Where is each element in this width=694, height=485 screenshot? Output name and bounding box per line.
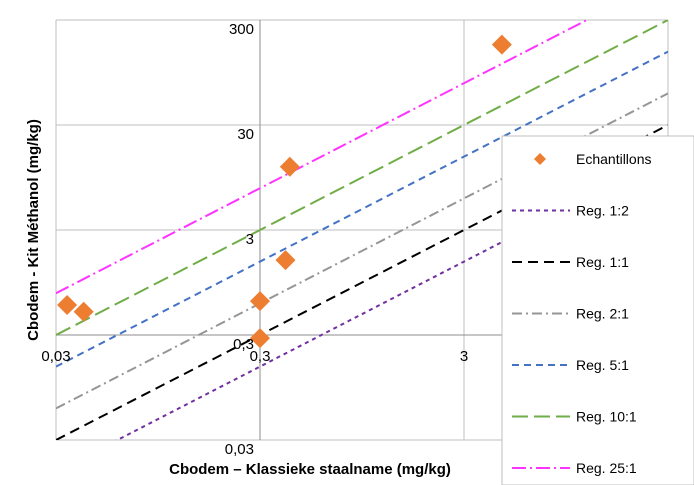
- regression-line: [56, 124, 668, 440]
- legend-label: Reg. 1:2: [576, 203, 629, 219]
- sample-point: [250, 328, 270, 349]
- legend-label: Echantillons: [576, 151, 652, 167]
- y-tick-label: 0,03: [225, 441, 254, 458]
- legend-label: Reg. 1:1: [576, 254, 629, 270]
- regression-line: [56, 20, 590, 295]
- sample-point: [275, 250, 296, 271]
- regression-lines: [56, 20, 668, 440]
- x-axis-title: Cbodem – Klassieke staalname (mg/kg): [169, 461, 451, 478]
- tick-labels: 0,03 0,3 3 0,03 0,3 3 30 300: [41, 21, 468, 458]
- y-tick-label: 0,3: [233, 336, 254, 353]
- y-axis-title: Cbodem - Kit Méthanol (mg/kg): [25, 119, 42, 341]
- legend-label: Reg. 25:1: [576, 460, 637, 476]
- sample-point: [491, 34, 512, 55]
- x-tick-label: 0,03: [41, 348, 70, 365]
- sample-point: [279, 156, 300, 177]
- legend-box: [501, 135, 694, 485]
- legend-label: Reg. 2:1: [576, 306, 629, 322]
- legend-label: Reg. 5:1: [576, 357, 629, 373]
- sample-point: [57, 294, 78, 315]
- sample-point: [250, 291, 270, 312]
- y-tick-label: 30: [237, 126, 254, 143]
- regression-line: [56, 92, 668, 410]
- regression-line: [56, 50, 668, 368]
- x-tick-label: 3: [460, 348, 468, 365]
- sample-points: [57, 34, 628, 349]
- sample-point: [73, 301, 94, 322]
- regression-line: [56, 20, 668, 336]
- legend-label: Reg. 10:1: [576, 409, 637, 425]
- legend-marker: [534, 153, 546, 165]
- y-tick-label: 3: [246, 231, 254, 248]
- regression-line: [115, 155, 668, 440]
- x-tick-label: 0,3: [250, 348, 271, 365]
- y-tick-label: 300: [229, 21, 254, 38]
- legend: Echantillons Reg. 1:2 Reg. 1:1 Reg. 2:1 Reg.…: [501, 135, 694, 485]
